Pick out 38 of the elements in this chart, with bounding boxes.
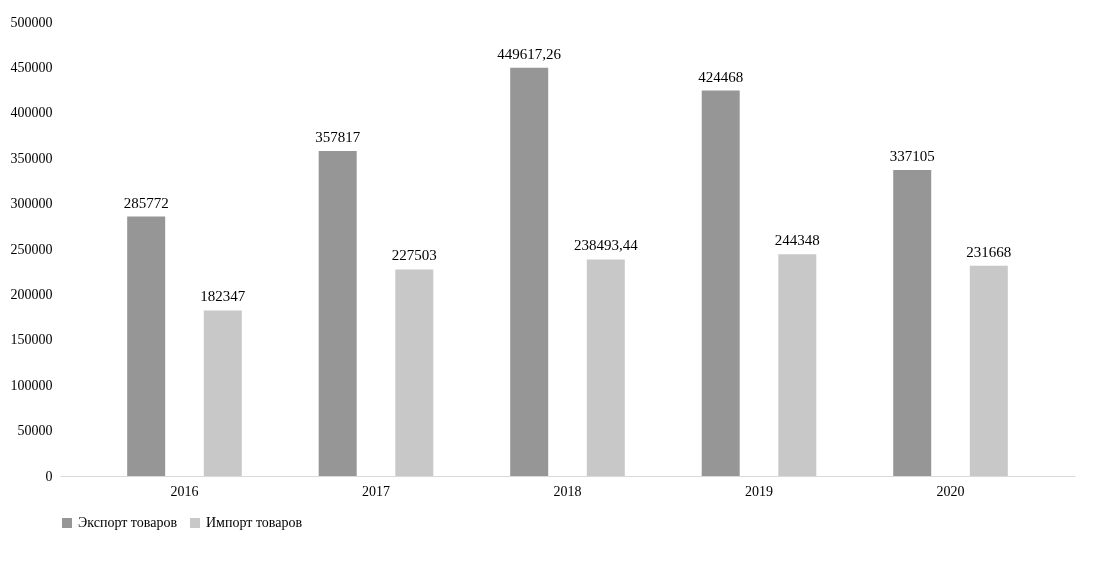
bar — [395, 269, 434, 476]
bar — [778, 254, 817, 476]
bar — [893, 169, 932, 476]
x-tick-label: 2016 — [170, 483, 199, 499]
data-label: 238493,44 — [573, 237, 639, 254]
y-tick-label: 500000 — [10, 14, 53, 30]
x-tick-label: 2020 — [936, 483, 965, 499]
legend-label: Экспорт товаров — [78, 515, 178, 530]
y-tick-label: 450000 — [10, 59, 53, 75]
data-label: 424468 — [698, 68, 744, 85]
legend-label: Импорт товаров — [206, 515, 303, 530]
y-tick-label: 100000 — [10, 377, 53, 393]
y-tick-label: 200000 — [10, 286, 53, 302]
x-tick-label: 2018 — [553, 483, 582, 499]
bar — [969, 265, 1008, 476]
data-label: 285772 — [123, 194, 169, 211]
x-tick-label: 2019 — [745, 483, 774, 499]
y-tick-label: 300000 — [10, 196, 53, 212]
bar — [701, 90, 740, 476]
bar — [586, 259, 625, 476]
bar — [203, 310, 242, 476]
data-label: 449617,26 — [497, 45, 562, 62]
x-tick-label: 2017 — [361, 483, 390, 499]
data-label: 337105 — [889, 147, 935, 164]
bar — [510, 67, 549, 476]
y-tick-label: 50000 — [17, 423, 53, 439]
y-tick-label: 250000 — [10, 241, 53, 257]
data-label: 244348 — [774, 232, 820, 249]
data-label: 227503 — [391, 247, 437, 264]
data-label: 357817 — [315, 129, 361, 146]
y-tick-label: 0 — [45, 468, 53, 484]
data-label: 182347 — [200, 288, 246, 305]
bar — [318, 151, 357, 476]
y-tick-label: 400000 — [10, 105, 53, 121]
bar — [127, 216, 166, 476]
data-label: 231668 — [966, 243, 1012, 260]
y-tick-label: 150000 — [10, 332, 53, 348]
y-tick-label: 350000 — [10, 150, 53, 166]
